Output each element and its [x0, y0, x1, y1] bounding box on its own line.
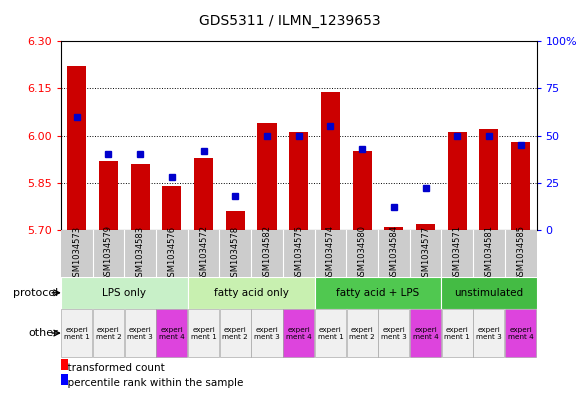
Text: fatty acid only: fatty acid only — [213, 288, 289, 298]
Bar — [314, 277, 441, 309]
Bar — [99, 161, 118, 230]
Text: experi
ment 4: experi ment 4 — [412, 327, 438, 340]
Bar — [410, 310, 441, 357]
Text: GSM1034576: GSM1034576 — [168, 226, 176, 281]
Text: GSM1034573: GSM1034573 — [72, 226, 81, 281]
Text: GSM1034581: GSM1034581 — [484, 226, 494, 281]
Text: experi
ment 1: experi ment 1 — [317, 327, 343, 340]
Bar — [448, 132, 467, 230]
Text: unstimulated: unstimulated — [454, 288, 524, 298]
Bar — [61, 277, 188, 309]
Text: fatty acid + LPS: fatty acid + LPS — [336, 288, 419, 298]
Text: protocol: protocol — [13, 288, 58, 298]
Bar — [353, 151, 372, 230]
Bar — [321, 92, 340, 230]
Text: experi
ment 2: experi ment 2 — [222, 327, 248, 340]
Bar — [385, 227, 403, 230]
Bar — [283, 310, 314, 357]
Bar — [473, 310, 505, 357]
Text: experi
ment 1: experi ment 1 — [64, 327, 90, 340]
Text: GSM1034571: GSM1034571 — [453, 226, 462, 281]
Bar — [188, 310, 219, 357]
Bar — [162, 186, 182, 230]
Text: GSM1034583: GSM1034583 — [136, 226, 144, 281]
Text: GSM1034585: GSM1034585 — [516, 226, 525, 281]
Bar — [315, 310, 346, 357]
Bar — [157, 310, 187, 357]
Text: experi
ment 4: experi ment 4 — [159, 327, 185, 340]
Text: experi
ment 1: experi ment 1 — [444, 327, 470, 340]
Text: GSM1034577: GSM1034577 — [421, 226, 430, 281]
Text: experi
ment 2: experi ment 2 — [96, 327, 121, 340]
Text: percentile rank within the sample: percentile rank within the sample — [61, 378, 243, 388]
Text: experi
ment 3: experi ment 3 — [476, 327, 502, 340]
Bar — [67, 66, 86, 230]
Text: GSM1034574: GSM1034574 — [326, 226, 335, 281]
Bar — [188, 277, 314, 309]
Bar — [480, 129, 498, 230]
Bar — [220, 310, 251, 357]
Bar — [258, 123, 277, 230]
Bar — [194, 158, 213, 230]
Bar — [505, 310, 536, 357]
Bar — [442, 310, 473, 357]
Bar — [61, 310, 92, 357]
Text: experi
ment 4: experi ment 4 — [286, 327, 311, 340]
Text: GSM1034584: GSM1034584 — [389, 226, 398, 281]
Text: GSM1034582: GSM1034582 — [263, 226, 271, 281]
Text: GSM1034580: GSM1034580 — [358, 226, 367, 281]
Bar — [347, 310, 378, 357]
Text: experi
ment 3: experi ment 3 — [127, 327, 153, 340]
Bar — [289, 132, 308, 230]
Bar — [226, 211, 245, 230]
Bar — [416, 224, 435, 230]
Text: GSM1034578: GSM1034578 — [231, 226, 240, 281]
Text: experi
ment 3: experi ment 3 — [381, 327, 407, 340]
Text: LPS only: LPS only — [102, 288, 146, 298]
Bar — [441, 277, 536, 309]
Text: experi
ment 2: experi ment 2 — [349, 327, 375, 340]
Text: transformed count: transformed count — [61, 362, 165, 373]
Bar — [125, 310, 155, 357]
Text: GSM1034579: GSM1034579 — [104, 226, 113, 281]
Bar — [130, 164, 150, 230]
Bar — [252, 310, 282, 357]
Text: GDS5311 / ILMN_1239653: GDS5311 / ILMN_1239653 — [199, 14, 381, 28]
Text: experi
ment 3: experi ment 3 — [254, 327, 280, 340]
Bar — [378, 310, 409, 357]
Text: GSM1034575: GSM1034575 — [294, 226, 303, 281]
Bar — [511, 142, 530, 230]
Text: GSM1034572: GSM1034572 — [199, 226, 208, 281]
Text: other: other — [28, 328, 58, 338]
Bar — [93, 310, 124, 357]
Text: experi
ment 1: experi ment 1 — [191, 327, 216, 340]
Text: experi
ment 4: experi ment 4 — [508, 327, 534, 340]
